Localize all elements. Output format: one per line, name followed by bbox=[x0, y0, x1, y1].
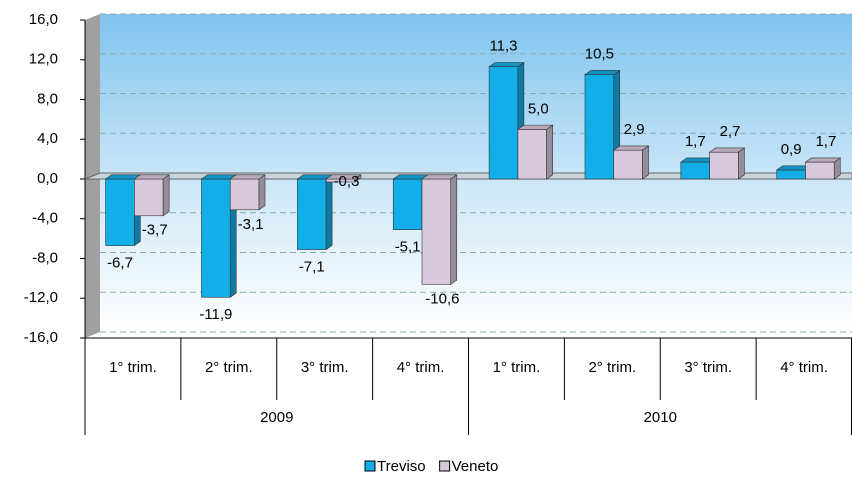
value-label: -6,7 bbox=[107, 255, 133, 272]
bar-front bbox=[297, 178, 327, 250]
group-label: 2010 bbox=[644, 409, 677, 426]
y-tick-label: 12,0 bbox=[29, 51, 58, 68]
bar bbox=[612, 145, 650, 180]
x-tick-label: 3° trim. bbox=[301, 359, 349, 376]
bar bbox=[421, 174, 458, 285]
value-label: -10,6 bbox=[425, 290, 459, 307]
bar bbox=[708, 147, 746, 180]
bar-side bbox=[738, 147, 745, 180]
bar-side bbox=[162, 174, 170, 217]
y-tick-label: 16,0 bbox=[29, 11, 58, 28]
value-label: 1,7 bbox=[685, 133, 706, 150]
y-tick-label: 0,0 bbox=[37, 170, 58, 187]
bar-front bbox=[584, 74, 615, 180]
bar-side bbox=[258, 174, 266, 211]
bar-front bbox=[776, 169, 806, 180]
x-tick-label: 1° trim. bbox=[109, 359, 157, 376]
legend-swatch bbox=[439, 460, 451, 472]
x-tick-label: 1° trim. bbox=[493, 359, 541, 376]
value-label: -11,9 bbox=[199, 306, 232, 323]
bar-top bbox=[229, 174, 266, 180]
bar bbox=[133, 174, 171, 217]
y-tick-label: 8,0 bbox=[37, 90, 58, 107]
bar-front bbox=[201, 178, 231, 298]
bar bbox=[804, 157, 842, 180]
y-tick-label: -8,0 bbox=[32, 249, 58, 266]
value-label: 5,0 bbox=[528, 100, 549, 117]
bar-side bbox=[546, 124, 553, 180]
bar-top bbox=[584, 70, 621, 75]
bar-front bbox=[709, 151, 739, 180]
bar-front bbox=[680, 161, 710, 180]
bar-side bbox=[325, 174, 333, 251]
bar-side bbox=[450, 174, 458, 285]
value-label: -3,1 bbox=[238, 216, 264, 233]
bar-side bbox=[642, 145, 649, 180]
bar bbox=[296, 174, 334, 251]
bar bbox=[516, 124, 554, 180]
bar-top bbox=[612, 145, 650, 151]
legend-swatch bbox=[364, 460, 376, 472]
legend: Treviso Veneto bbox=[364, 458, 499, 475]
x-tick-label: 2° trim. bbox=[588, 359, 636, 376]
legend-label: Treviso bbox=[377, 458, 426, 475]
bar-front bbox=[421, 178, 452, 285]
bar-front bbox=[613, 149, 643, 180]
group-label: 2009 bbox=[260, 409, 293, 426]
value-label: -7,1 bbox=[299, 259, 325, 276]
value-label: 0,9 bbox=[781, 141, 802, 158]
bar bbox=[325, 174, 362, 183]
x-tick-label: 3° trim. bbox=[684, 359, 732, 376]
bar bbox=[200, 174, 238, 298]
value-label: -0,3 bbox=[334, 173, 360, 190]
value-label: 11,3 bbox=[489, 38, 517, 55]
bar-front bbox=[805, 161, 835, 180]
value-label: 2,7 bbox=[720, 123, 741, 140]
value-label: -5,1 bbox=[395, 239, 421, 256]
y-tick-label: 4,0 bbox=[37, 130, 58, 147]
x-tick-label: 4° trim. bbox=[397, 359, 445, 376]
value-label: 10,5 bbox=[585, 46, 614, 63]
x-tick-label: 4° trim. bbox=[780, 359, 828, 376]
bar-top bbox=[516, 124, 554, 130]
bar-top bbox=[421, 174, 458, 180]
value-label: 1,7 bbox=[815, 133, 836, 150]
bar-front bbox=[229, 178, 260, 211]
y-tick-label: -4,0 bbox=[32, 210, 58, 227]
y-tick-label: -12,0 bbox=[24, 289, 58, 306]
bar-front bbox=[134, 178, 164, 217]
bar-top bbox=[133, 174, 171, 180]
bar-front bbox=[392, 178, 423, 230]
bar-top bbox=[488, 62, 525, 68]
legend-label: Veneto bbox=[452, 458, 499, 475]
bar bbox=[229, 174, 266, 211]
value-label: -3,7 bbox=[142, 222, 168, 239]
x-tick-label: 2° trim. bbox=[205, 359, 253, 376]
bar-front bbox=[517, 129, 547, 180]
bar-top bbox=[804, 157, 842, 163]
value-label: 2,9 bbox=[624, 121, 645, 138]
y-tick-label: -16,0 bbox=[24, 329, 58, 346]
bar-front bbox=[105, 178, 135, 246]
bar-top bbox=[708, 147, 746, 153]
bar-front bbox=[488, 66, 519, 180]
bar-top bbox=[325, 174, 362, 180]
